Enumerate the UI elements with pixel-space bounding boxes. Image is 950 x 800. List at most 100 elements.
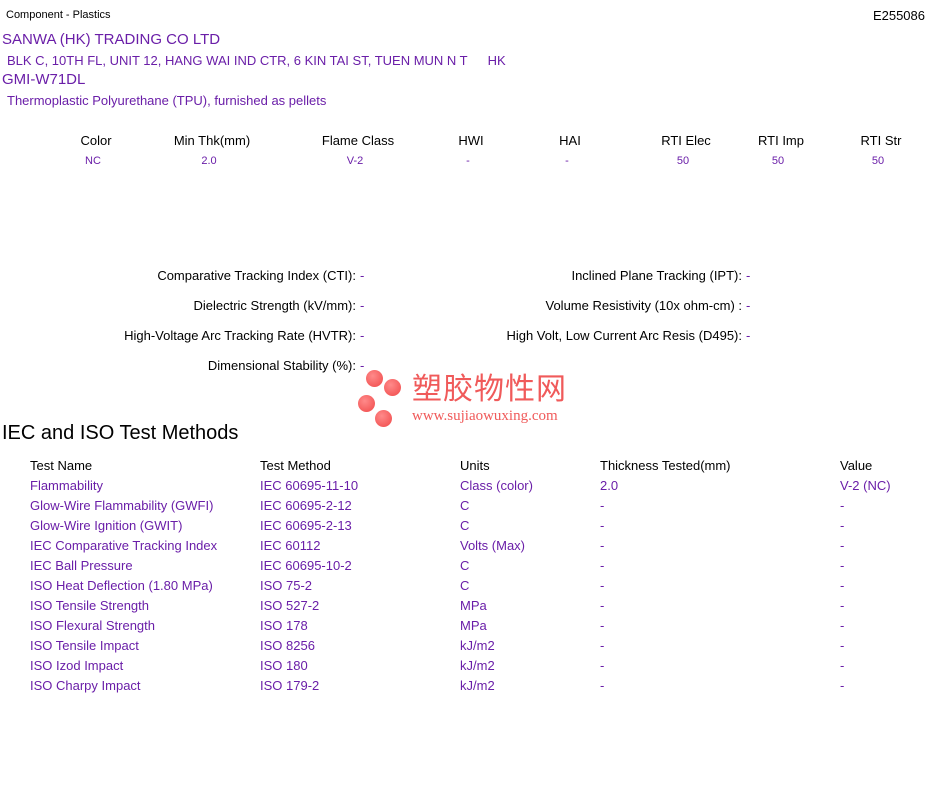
property-value: - <box>360 358 365 373</box>
test-cell: - <box>840 558 845 573</box>
property-value: - <box>360 298 365 313</box>
test-cell: kJ/m2 <box>460 678 495 693</box>
test-cell: - <box>840 658 845 673</box>
property-value: - <box>360 268 365 283</box>
tests-title: IEC and ISO Test Methods <box>2 422 239 444</box>
test-cell: - <box>840 518 845 533</box>
test-cell: - <box>840 498 845 513</box>
test-cell: - <box>840 578 845 593</box>
test-cell: ISO 180 <box>260 658 308 673</box>
rating-header: HWI <box>458 133 484 148</box>
test-cell: IEC Comparative Tracking Index <box>30 538 218 553</box>
property-value: - <box>360 328 365 343</box>
test-cell: ISO Charpy Impact <box>30 678 141 693</box>
property-row: Dielectric Strength (kV/mm): - <box>6 298 364 314</box>
property-label: High-Voltage Arc Tracking Rate (HVTR): <box>124 328 356 343</box>
test-cell: ISO Flexural Strength <box>30 618 155 633</box>
rating-value: 50 <box>676 155 690 167</box>
rating-value: - <box>565 155 569 167</box>
test-cell: V-2 (NC) <box>840 478 891 493</box>
test-column-header: Test Name <box>30 458 93 473</box>
test-cell: ISO Izod Impact <box>30 658 124 673</box>
rating-header: RTI Imp <box>758 133 804 148</box>
company-name: SANWA (HK) TRADING CO LTD <box>2 31 221 48</box>
property-label: High Volt, Low Current Arc Resis (D495): <box>506 328 742 343</box>
product-grade: GMI-W71DL <box>2 71 86 88</box>
test-cell: - <box>840 638 845 653</box>
test-cell: Flammability <box>30 478 103 493</box>
property-label: Comparative Tracking Index (CTI): <box>157 268 356 283</box>
company-address-row: BLK C, 10TH FL, UNIT 12, HANG WAI IND CT… <box>7 53 506 68</box>
test-cell: MPa <box>460 598 487 613</box>
property-label: Dielectric Strength (kV/mm): <box>193 298 356 313</box>
rating-value: 50 <box>771 155 785 167</box>
test-cell: C <box>460 578 470 593</box>
test-cell: - <box>600 678 605 693</box>
test-cell: ISO 179-2 <box>260 678 320 693</box>
test-column-header: Thickness Tested(mm) <box>600 458 731 473</box>
test-column-header: Value <box>840 458 873 473</box>
property-row: High Volt, Low Current Arc Resis (D495):… <box>442 328 750 344</box>
test-cell: Glow-Wire Flammability (GWFI) <box>30 498 214 513</box>
test-cell: IEC 60112 <box>260 538 321 553</box>
product-description: Thermoplastic Polyurethane (TPU), furnis… <box>7 93 327 108</box>
rating-header: Flame Class <box>321 133 395 148</box>
property-row: Inclined Plane Tracking (IPT): - <box>442 268 750 284</box>
property-row: Volume Resistivity (10x ohm-cm) :- <box>442 298 751 314</box>
company-address: BLK C, 10TH FL, UNIT 12, HANG WAI IND CT… <box>7 53 468 68</box>
rating-value: V-2 <box>346 155 364 167</box>
test-cell: IEC Ball Pressure <box>30 558 133 573</box>
property-value: - <box>746 268 751 283</box>
test-cell: - <box>600 538 605 553</box>
test-cell: - <box>600 598 605 613</box>
test-cell: C <box>460 518 470 533</box>
test-cell: - <box>600 618 605 633</box>
rating-header: Color <box>80 133 112 148</box>
test-cell: Volts (Max) <box>460 538 526 553</box>
test-cell: IEC 60695-10-2 <box>260 558 352 573</box>
test-cell: IEC 60695-2-12 <box>260 498 352 513</box>
rating-value: - <box>466 155 470 167</box>
test-cell: - <box>600 498 605 513</box>
rating-value: 2.0 <box>201 155 217 167</box>
property-row: Dimensional Stability (%): - <box>6 358 364 374</box>
test-cell: ISO Tensile Impact <box>30 638 139 653</box>
test-cell: C <box>460 558 470 573</box>
test-cell: IEC 60695-11-10 <box>260 478 359 493</box>
test-cell: IEC 60695-2-13 <box>260 518 352 533</box>
test-cell: ISO 527-2 <box>260 598 320 613</box>
test-cell: ISO Tensile Strength <box>30 598 149 613</box>
rating-header: RTI Elec <box>661 133 711 148</box>
test-cell: Glow-Wire Ignition (GWIT) <box>30 518 183 533</box>
property-row: High-Voltage Arc Tracking Rate (HVTR): - <box>6 328 364 344</box>
category-label: Component - Plastics <box>6 9 111 21</box>
test-cell: - <box>600 518 605 533</box>
property-label: Volume Resistivity (10x ohm-cm) : <box>545 298 743 313</box>
property-value: - <box>746 328 751 343</box>
rating-value: NC <box>85 155 101 167</box>
rating-header: Min Thk(mm) <box>173 133 251 148</box>
test-cell: - <box>600 558 605 573</box>
test-cell: MPa <box>460 618 487 633</box>
file-number: E255086 <box>872 8 925 23</box>
test-column-header: Test Method <box>260 458 331 473</box>
test-cell: - <box>600 578 605 593</box>
test-cell: Class (color) <box>460 478 533 493</box>
test-cell: C <box>460 498 470 513</box>
test-cell: ISO 75-2 <box>260 578 313 593</box>
test-column-header: Units <box>460 458 490 473</box>
property-label: Dimensional Stability (%): <box>207 358 356 373</box>
test-cell: ISO 178 <box>260 618 308 633</box>
company-country: HK <box>487 53 506 68</box>
test-cell: - <box>600 658 605 673</box>
test-cell: ISO 8256 <box>260 638 315 653</box>
rating-header: HAI <box>559 133 581 148</box>
rating-value: 50 <box>871 155 885 167</box>
test-cell: - <box>840 678 845 693</box>
property-row: Comparative Tracking Index (CTI): - <box>6 268 364 284</box>
test-cell: - <box>840 618 845 633</box>
test-cell: - <box>600 638 605 653</box>
test-cell: kJ/m2 <box>460 658 495 673</box>
test-cell: ISO Heat Deflection (1.80 MPa) <box>30 578 213 593</box>
test-cell: - <box>840 538 845 553</box>
